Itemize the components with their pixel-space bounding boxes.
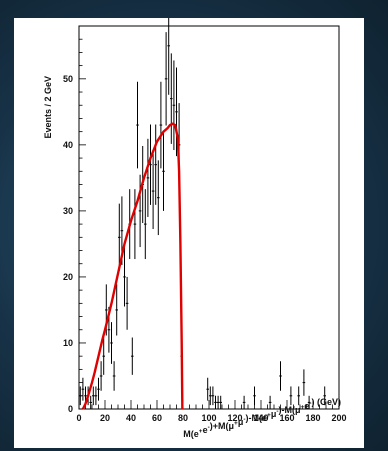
data-point: [115, 284, 118, 336]
data-point: [209, 386, 212, 406]
data-point: [146, 138, 150, 217]
data-point: [94, 386, 98, 406]
data-points: [79, 18, 326, 409]
data-point: [112, 361, 116, 391]
y-tick-label: 10: [63, 338, 73, 348]
y-axis-title: Events / 2 GeV: [43, 76, 53, 139]
x-tick-label: 20: [100, 413, 110, 423]
data-point: [170, 53, 173, 144]
data-point: [81, 377, 85, 401]
x-tick-label: 40: [126, 413, 136, 423]
data-point: [279, 361, 282, 391]
data-point: [118, 203, 121, 271]
data-point: [211, 386, 215, 406]
x-tick-label: 120: [227, 413, 242, 423]
x-tick-label: 180: [305, 413, 320, 423]
data-point: [214, 395, 217, 409]
data-point: [219, 395, 222, 409]
data-point: [206, 377, 209, 401]
y-tick-label: 40: [63, 140, 73, 150]
data-point: [157, 160, 160, 236]
data-point: [154, 124, 157, 205]
fit-curve: [81, 122, 184, 410]
plot-frame: [78, 25, 340, 410]
y-tick-label: 30: [63, 206, 73, 216]
data-point: [136, 81, 139, 169]
data-point: [253, 386, 256, 406]
data-point: [99, 361, 103, 391]
y-axis: 0 10 20 30 40 50: [63, 25, 86, 414]
data-point: [242, 395, 246, 409]
data-point: [79, 386, 82, 406]
data-point: [323, 386, 326, 406]
data-point: [268, 395, 272, 409]
data-point: [133, 189, 137, 260]
x-tick-label: 100: [201, 413, 216, 423]
plot-panel: 0 10 20 30 40 50 0 20 40 60 80 100 120 140 160 180 200 …: [14, 18, 364, 448]
x-tick-label: 60: [152, 413, 162, 423]
data-point: [92, 386, 95, 406]
data-point: [307, 395, 311, 409]
data-point: [162, 131, 165, 211]
y-tick-label: 50: [63, 74, 73, 84]
y-tick-label: 20: [63, 272, 73, 282]
plot-border: [78, 25, 340, 410]
x-tick-label: 200: [331, 413, 346, 423]
data-point: [302, 369, 306, 396]
data-point: [172, 60, 176, 151]
data-point: [138, 174, 142, 248]
data-point: [167, 18, 170, 95]
data-point: [159, 81, 163, 169]
fit-curve-line: [81, 122, 184, 410]
x-tick-label: 0: [76, 413, 81, 423]
data-point: [164, 32, 168, 126]
x-axis-title: M(e+e-)+M(μ+μ-)-M(e+μ-)-M(μ+e-) (GeV): [183, 397, 341, 439]
x-tick-label: 160: [279, 413, 294, 423]
x-tick-label: 140: [253, 413, 268, 423]
data-point: [289, 386, 293, 406]
x-axis: 0 20 40 60 80 100 120 140 160 180 200: [76, 400, 347, 423]
data-point: [144, 189, 147, 260]
x-tick-label: 80: [178, 413, 188, 423]
data-point: [175, 67, 178, 157]
data-point: [149, 124, 152, 205]
data-point: [297, 386, 300, 406]
data-point: [110, 322, 113, 364]
data-point: [131, 337, 134, 375]
data-point: [151, 153, 155, 230]
data-point: [102, 337, 105, 375]
y-tick-label: 0: [68, 404, 73, 414]
data-point: [125, 276, 129, 330]
data-point: [89, 395, 92, 409]
data-point: [97, 377, 100, 401]
data-point: [216, 395, 220, 409]
data-point: [123, 247, 126, 307]
